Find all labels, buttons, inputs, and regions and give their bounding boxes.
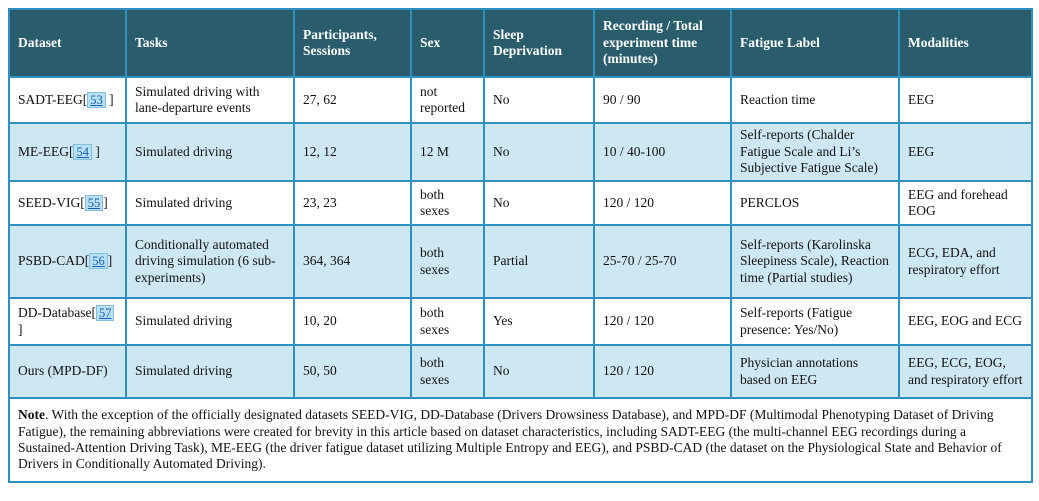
time-cell: 120 / 120 <box>593 180 732 226</box>
table-row: ME-EEG[54 ] Simulated driving 12, 12 12 … <box>8 122 1033 182</box>
dataset-cell: ME-EEG[54 ] <box>8 122 127 182</box>
dataset-name-suffix: ] <box>91 143 100 159</box>
col-header-fatigue-label: Fatigue Label <box>730 8 900 78</box>
datasets-comparison-table: Dataset Tasks Participants, Sessions Sex… <box>8 8 1033 483</box>
table-row: DD-Database[57 ] Simulated driving 10, 2… <box>8 297 1033 346</box>
sleep-cell: No <box>483 76 595 124</box>
dataset-name-suffix: ] <box>18 321 23 337</box>
col-header-participants-sessions: Participants, Sessions <box>293 8 412 78</box>
fatigue-cell: Reaction time <box>730 76 900 124</box>
participants-cell: 50, 50 <box>293 344 412 399</box>
time-cell: 25-70 / 25-70 <box>593 224 732 299</box>
dataset-cell: SADT-EEG[53 ] <box>8 76 127 124</box>
col-header-sleep-deprivation: Sleep Deprivation <box>483 8 595 78</box>
sleep-cell: No <box>483 122 595 182</box>
sex-cell: 12 M <box>410 122 485 182</box>
time-cell: 10 / 40-100 <box>593 122 732 182</box>
dataset-name: ME-EEG[ <box>18 143 74 159</box>
sex-cell: both sexes <box>410 180 485 226</box>
participants-cell: 27, 62 <box>293 76 412 124</box>
citation-link[interactable]: 55 <box>84 194 104 211</box>
dataset-name: PSBD-CAD[ <box>18 253 90 269</box>
dataset-name-suffix: ] <box>103 194 108 210</box>
modalities-cell: EEG, EOG and ECG <box>898 297 1033 346</box>
col-header-recording-time: Recording / Total experiment time (minut… <box>593 8 732 78</box>
col-header-sex: Sex <box>410 8 485 78</box>
note-text: . With the exception of the officially d… <box>18 407 1002 472</box>
dataset-cell: PSBD-CAD[56] <box>8 224 127 299</box>
tasks-cell: Simulated driving <box>125 122 295 182</box>
sex-cell: not reported <box>410 76 485 124</box>
tasks-cell: Simulated driving <box>125 180 295 226</box>
modalities-cell: EEG, ECG, EOG, and respiratory effort <box>898 344 1033 399</box>
sex-cell: both sexes <box>410 297 485 346</box>
participants-cell: 10, 20 <box>293 297 412 346</box>
citation-link[interactable]: 57 <box>95 305 115 322</box>
dataset-cell: SEED-VIG[55] <box>8 180 127 226</box>
fatigue-cell: Self-reports (Fatigue presence: Yes/No) <box>730 297 900 346</box>
tasks-cell: Simulated driving <box>125 297 295 346</box>
time-cell: 120 / 120 <box>593 297 732 346</box>
col-header-tasks: Tasks <box>125 8 295 78</box>
table-row: Ours (MPD-DF) Simulated driving 50, 50 b… <box>8 344 1033 399</box>
tasks-cell: Conditionally automated driving simulati… <box>125 224 295 299</box>
fatigue-cell: PERCLOS <box>730 180 900 226</box>
citation-link[interactable]: 54 <box>73 143 92 160</box>
sleep-cell: No <box>483 180 595 226</box>
time-cell: 120 / 120 <box>593 344 732 399</box>
col-header-dataset: Dataset <box>8 8 127 78</box>
dataset-name: SADT-EEG[ <box>18 91 88 107</box>
modalities-cell: ECG, EDA, and respiratory effort <box>898 224 1033 299</box>
table-row: SEED-VIG[55] Simulated driving 23, 23 bo… <box>8 180 1033 226</box>
modalities-cell: EEG <box>898 122 1033 182</box>
participants-cell: 23, 23 <box>293 180 412 226</box>
tasks-cell: Simulated driving <box>125 344 295 399</box>
sleep-cell: No <box>483 344 595 399</box>
dataset-name: DD-Database[ <box>18 305 96 321</box>
citation-link[interactable]: 56 <box>89 253 108 270</box>
citation-link[interactable]: 53 <box>87 91 106 108</box>
dataset-name-suffix: ] <box>105 91 114 107</box>
sleep-cell: Partial <box>483 224 595 299</box>
dataset-name: SEED-VIG[ <box>18 194 85 210</box>
tasks-cell: Simulated driving with lane-departure ev… <box>125 76 295 124</box>
sex-cell: both sexes <box>410 344 485 399</box>
note-label: Note <box>18 407 45 423</box>
dataset-cell: Ours (MPD-DF) <box>8 344 127 399</box>
sleep-cell: Yes <box>483 297 595 346</box>
col-header-modalities: Modalities <box>898 8 1033 78</box>
dataset-cell: DD-Database[57 ] <box>8 297 127 346</box>
table-row: SADT-EEG[53 ] Simulated driving with lan… <box>8 76 1033 124</box>
fatigue-cell: Self-reports (Chalder Fatigue Scale and … <box>730 122 900 182</box>
dataset-name: Ours (MPD-DF) <box>18 363 108 379</box>
sex-cell: both sexes <box>410 224 485 299</box>
table-header-row: Dataset Tasks Participants, Sessions Sex… <box>8 8 1033 78</box>
participants-cell: 12, 12 <box>293 122 412 182</box>
table-row: PSBD-CAD[56] Conditionally automated dri… <box>8 224 1033 299</box>
fatigue-cell: Self-reports (Karolinska Sleepiness Scal… <box>730 224 900 299</box>
dataset-name-suffix: ] <box>107 253 113 269</box>
note-cell: Note. With the exception of the official… <box>8 397 1033 483</box>
table-note-row: Note. With the exception of the official… <box>8 397 1033 483</box>
fatigue-cell: Physician annotations based on EEG <box>730 344 900 399</box>
modalities-cell: EEG and forehead EOG <box>898 180 1033 226</box>
modalities-cell: EEG <box>898 76 1033 124</box>
participants-cell: 364, 364 <box>293 224 412 299</box>
time-cell: 90 / 90 <box>593 76 732 124</box>
